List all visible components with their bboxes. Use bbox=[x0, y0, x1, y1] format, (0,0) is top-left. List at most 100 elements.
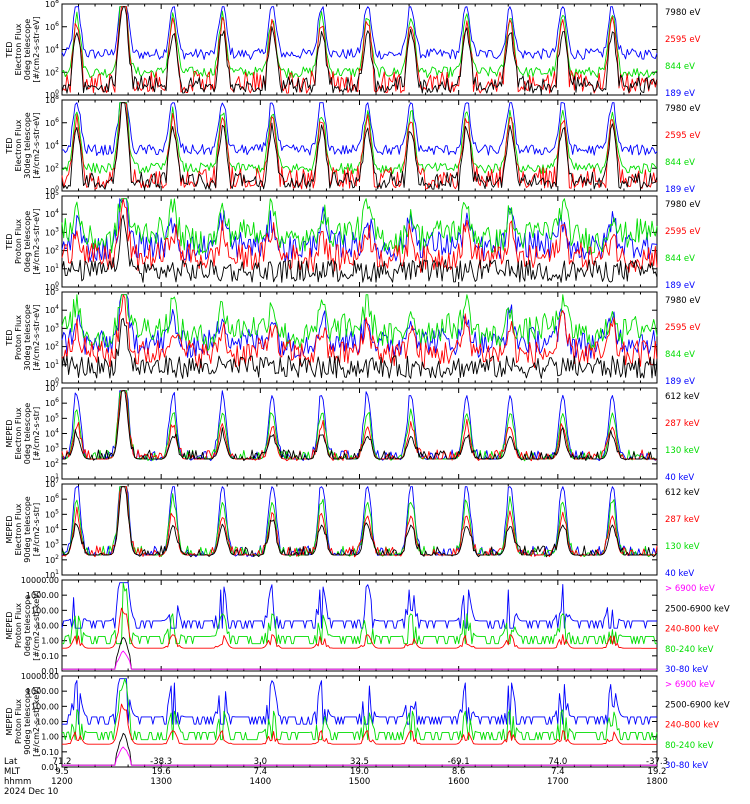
series-line bbox=[62, 678, 658, 741]
panel-8: 0.01 0.10 1.00 10.00 100.00 1000.00 10000.00 ME… bbox=[5, 672, 730, 772]
y-tick-label: 100 bbox=[45, 281, 59, 292]
legend-entry: 240-800 keV bbox=[665, 625, 719, 635]
y-tick-label: 108 bbox=[45, 94, 59, 105]
y-tick-label: 100.00 bbox=[31, 702, 59, 711]
y-tick-label: 106 bbox=[45, 493, 59, 504]
y-tick-label: 104 bbox=[45, 304, 59, 315]
series-line bbox=[62, 678, 657, 725]
panel-2: 100 102 104 106 108 TED Electron Flux 30deg tel… bbox=[5, 94, 701, 196]
footer-mlt-value: 7.4 bbox=[551, 767, 565, 777]
y-axis-label: 0deg telescope bbox=[23, 403, 32, 464]
legend-entry: 2595 eV bbox=[665, 227, 701, 237]
y-axis-label: Electron Flux bbox=[14, 119, 23, 171]
y-tick-label: 103 bbox=[45, 226, 59, 237]
legend-entry: 287 keV bbox=[665, 419, 700, 429]
legend-entry: 7980 eV bbox=[665, 296, 701, 306]
series-line bbox=[61, 102, 658, 190]
series-line bbox=[62, 650, 657, 670]
panel-3: 100 101 102 103 104 105 TED Proton Flux 0deg tel… bbox=[5, 190, 701, 292]
series-line bbox=[61, 6, 658, 94]
y-axis-label: [#/cm2-s-str] bbox=[32, 503, 41, 556]
y-tick-label: 102 bbox=[45, 341, 59, 352]
y-axis-label: [#/cm2-s-str-eV] bbox=[32, 16, 41, 82]
series-line bbox=[62, 607, 657, 649]
y-tick-label: 106 bbox=[45, 397, 59, 408]
y-tick-label: 100 bbox=[45, 377, 59, 388]
y-axis-label: Proton Flux bbox=[14, 699, 23, 744]
y-axis-label: 30deg telescope bbox=[23, 112, 32, 179]
y-tick-label: 105 bbox=[45, 190, 59, 201]
series-line bbox=[62, 746, 657, 766]
x-tick-label: 1600 bbox=[448, 777, 470, 787]
legend-entry: 130 keV bbox=[665, 542, 700, 552]
y-tick-label: 107 bbox=[45, 478, 59, 489]
legend-entry: 189 eV bbox=[665, 185, 695, 195]
footer-date-label: 2024 Dec 10 bbox=[4, 787, 58, 797]
legend-entry: 844 eV bbox=[665, 62, 695, 72]
y-axis-label: Electron Flux bbox=[14, 503, 23, 555]
y-axis-label: TED bbox=[5, 137, 14, 154]
footer-lat-value: 74.0 bbox=[548, 757, 567, 767]
legend-entry: 2500-6900 keV bbox=[665, 604, 730, 614]
y-tick-label: 0.10 bbox=[41, 652, 59, 661]
y-tick-label: 106 bbox=[45, 21, 59, 32]
series-line bbox=[62, 390, 657, 462]
legend-entry: 189 eV bbox=[665, 281, 695, 291]
y-tick-label: 104 bbox=[45, 140, 59, 151]
legend-entry: 2595 eV bbox=[665, 131, 701, 141]
y-tick-label: 1000.00 bbox=[26, 591, 59, 600]
footer-mlt-value: 9.5 bbox=[55, 767, 69, 777]
footer-mlt-value: 7.4 bbox=[254, 767, 268, 777]
y-tick-label: 1.00 bbox=[41, 733, 59, 742]
y-tick-label: 108 bbox=[45, 0, 59, 9]
y-axis-label: MEPED bbox=[5, 708, 14, 736]
y-tick-label: 10000.00 bbox=[21, 672, 59, 681]
legend-entry: 844 eV bbox=[665, 350, 695, 360]
legend-entry: 189 eV bbox=[665, 377, 695, 387]
y-tick-label: 102 bbox=[45, 554, 59, 565]
x-tick-label: 1500 bbox=[349, 777, 371, 787]
y-tick-label: 105 bbox=[45, 508, 59, 519]
legend-entry: 130 keV bbox=[665, 446, 700, 456]
y-tick-label: 10000.00 bbox=[21, 576, 59, 585]
y-tick-label: 103 bbox=[45, 443, 59, 454]
y-axis-label: Electron Flux bbox=[14, 407, 23, 459]
footer-lat-value: 71.2 bbox=[53, 757, 72, 767]
panel-frame bbox=[61, 579, 658, 672]
y-axis-label: MEPED bbox=[5, 516, 14, 544]
footer-mlt-value: 19.0 bbox=[350, 767, 369, 777]
y-axis-label: [#/cm2-s-str] bbox=[32, 407, 41, 460]
panel-frame bbox=[61, 675, 658, 768]
legend-entry: 40 keV bbox=[665, 473, 694, 483]
footer-mlt-value: 19.2 bbox=[648, 767, 667, 777]
y-axis-label: 90deg telescope bbox=[23, 496, 32, 563]
footer-mlt-value: 19.6 bbox=[152, 767, 171, 777]
y-axis-label: 30deg telescope bbox=[23, 304, 32, 371]
y-tick-label: 105 bbox=[45, 286, 59, 297]
y-tick-label: 104 bbox=[45, 208, 59, 219]
legend-entry: 2500-6900 keV bbox=[665, 700, 730, 710]
legend-entry: 80-240 keV bbox=[665, 645, 714, 655]
series-line bbox=[61, 102, 658, 190]
y-tick-label: 0.01 bbox=[41, 667, 59, 676]
footer-row-label-mlt: MLT bbox=[4, 767, 21, 777]
y-axis-label: 0deg telescope bbox=[23, 595, 32, 656]
legend-entry: 612 keV bbox=[665, 392, 700, 402]
y-tick-label: 101 bbox=[45, 263, 59, 274]
y-axis-label: Proton Flux bbox=[14, 315, 23, 360]
y-tick-label: 10.00 bbox=[36, 718, 59, 727]
series-line bbox=[61, 390, 658, 462]
y-axis-label: TED bbox=[5, 233, 14, 250]
series-line bbox=[62, 582, 657, 645]
y-axis-label: TED bbox=[5, 329, 14, 346]
y-axis-label: Electron Flux bbox=[14, 23, 23, 75]
y-axis-label: MEPED bbox=[5, 612, 14, 640]
y-tick-label: 102 bbox=[45, 458, 59, 469]
footer-lat-value: 3.0 bbox=[254, 757, 268, 767]
legend-entry: 40 keV bbox=[665, 569, 694, 579]
y-tick-label: 102 bbox=[45, 245, 59, 256]
y-tick-label: 103 bbox=[45, 322, 59, 333]
series-line bbox=[61, 6, 658, 79]
series-line bbox=[61, 294, 658, 369]
